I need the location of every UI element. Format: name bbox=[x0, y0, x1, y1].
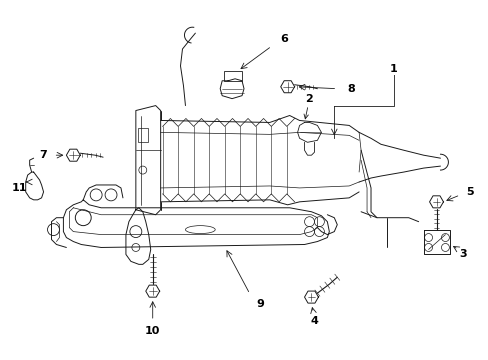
Bar bbox=[224, 71, 242, 81]
Text: 5: 5 bbox=[466, 187, 473, 197]
Text: 1: 1 bbox=[389, 64, 397, 74]
Text: 4: 4 bbox=[310, 316, 318, 326]
Text: 11: 11 bbox=[12, 183, 27, 193]
Text: 7: 7 bbox=[40, 150, 47, 160]
Text: 6: 6 bbox=[280, 34, 288, 44]
Text: 10: 10 bbox=[145, 326, 160, 336]
Text: 2: 2 bbox=[304, 94, 313, 119]
Text: 9: 9 bbox=[255, 299, 264, 309]
Bar bbox=[138, 129, 147, 142]
Text: 3: 3 bbox=[459, 249, 466, 260]
Text: 8: 8 bbox=[346, 84, 354, 94]
